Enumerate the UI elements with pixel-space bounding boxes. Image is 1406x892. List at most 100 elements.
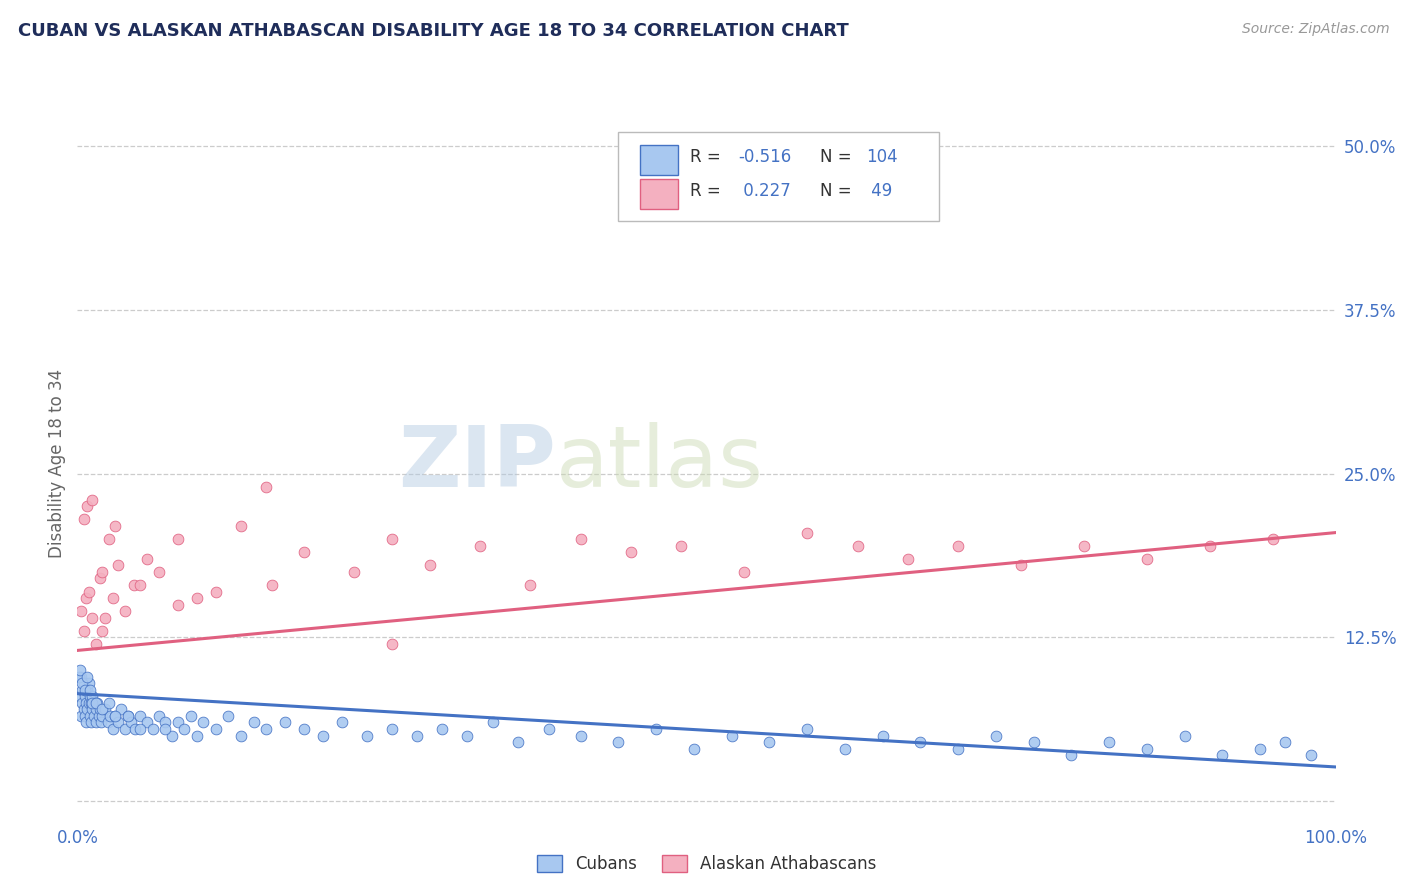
Point <box>76 500 98 514</box>
Point <box>1211 748 1233 763</box>
Point <box>160 729 183 743</box>
Point <box>330 715 353 730</box>
Point <box>76 670 98 684</box>
Point <box>91 624 114 638</box>
Point <box>129 709 152 723</box>
Point <box>117 709 139 723</box>
Point <box>683 741 706 756</box>
Point <box>155 722 177 736</box>
Point <box>519 578 541 592</box>
Point <box>70 709 93 723</box>
Point <box>173 722 195 736</box>
Point <box>381 637 404 651</box>
Point <box>645 722 668 736</box>
Point <box>101 591 124 605</box>
Point <box>569 729 592 743</box>
Point <box>94 702 117 716</box>
Point <box>82 492 104 507</box>
Point <box>343 565 366 579</box>
Point <box>620 545 643 559</box>
Text: R =: R = <box>690 148 725 166</box>
Point <box>262 578 284 592</box>
Point <box>733 565 755 579</box>
Point <box>117 709 139 723</box>
Point <box>720 729 742 743</box>
Point <box>274 715 297 730</box>
Text: -0.516: -0.516 <box>738 148 792 166</box>
Point <box>1274 735 1296 749</box>
Point <box>204 722 226 736</box>
Point <box>84 696 107 710</box>
Point <box>468 539 491 553</box>
Point <box>96 715 118 730</box>
Point <box>1073 539 1095 553</box>
Point <box>84 637 107 651</box>
Point <box>94 610 117 624</box>
Point <box>1098 735 1121 749</box>
Point <box>432 722 454 736</box>
Text: N =: N = <box>820 182 856 200</box>
Point <box>381 722 404 736</box>
Point <box>569 532 592 546</box>
Point <box>381 532 404 546</box>
Point <box>86 696 108 710</box>
Point <box>1136 551 1159 566</box>
Point <box>167 715 190 730</box>
Point <box>72 512 94 526</box>
Point <box>124 722 146 736</box>
Point <box>69 663 91 677</box>
Point <box>1174 729 1197 743</box>
Point <box>77 676 100 690</box>
Point <box>82 610 104 624</box>
Point <box>142 722 165 736</box>
Point <box>120 715 142 730</box>
Point <box>292 722 315 736</box>
Point <box>186 591 208 605</box>
Point <box>129 578 152 592</box>
Point <box>76 702 98 716</box>
Point <box>506 735 529 749</box>
Point <box>254 722 277 736</box>
Point <box>75 715 97 730</box>
Y-axis label: Disability Age 18 to 34: Disability Age 18 to 34 <box>48 369 66 558</box>
Point <box>107 715 129 730</box>
Point <box>204 584 226 599</box>
Point <box>191 715 215 730</box>
Point <box>312 729 335 743</box>
Point <box>114 604 136 618</box>
Point <box>254 480 277 494</box>
Point <box>76 682 98 697</box>
FancyBboxPatch shape <box>640 179 678 209</box>
Point <box>91 565 114 579</box>
Point <box>72 682 94 697</box>
Point <box>419 558 441 573</box>
Legend: Cubans, Alaskan Athabascans: Cubans, Alaskan Athabascans <box>530 848 883 880</box>
Point <box>72 676 94 690</box>
Point <box>242 715 264 730</box>
Point <box>82 696 104 710</box>
Point <box>69 690 91 704</box>
Point <box>1010 558 1032 573</box>
Point <box>1299 748 1322 763</box>
Point <box>1198 539 1220 553</box>
Point <box>872 729 894 743</box>
Point <box>70 604 93 618</box>
Point <box>72 624 94 638</box>
Point <box>104 519 127 533</box>
Text: CUBAN VS ALASKAN ATHABASCAN DISABILITY AGE 18 TO 34 CORRELATION CHART: CUBAN VS ALASKAN ATHABASCAN DISABILITY A… <box>18 22 849 40</box>
Point <box>73 709 96 723</box>
Point <box>538 722 561 736</box>
Point <box>70 670 93 684</box>
Text: 104: 104 <box>866 148 898 166</box>
Point <box>91 709 114 723</box>
Point <box>481 715 503 730</box>
Point <box>73 690 96 704</box>
Point <box>167 598 190 612</box>
Point <box>72 676 94 690</box>
Text: 49: 49 <box>866 182 893 200</box>
Point <box>834 741 856 756</box>
Point <box>910 735 932 749</box>
Text: atlas: atlas <box>555 422 763 506</box>
Point <box>897 551 920 566</box>
Point <box>758 735 780 749</box>
